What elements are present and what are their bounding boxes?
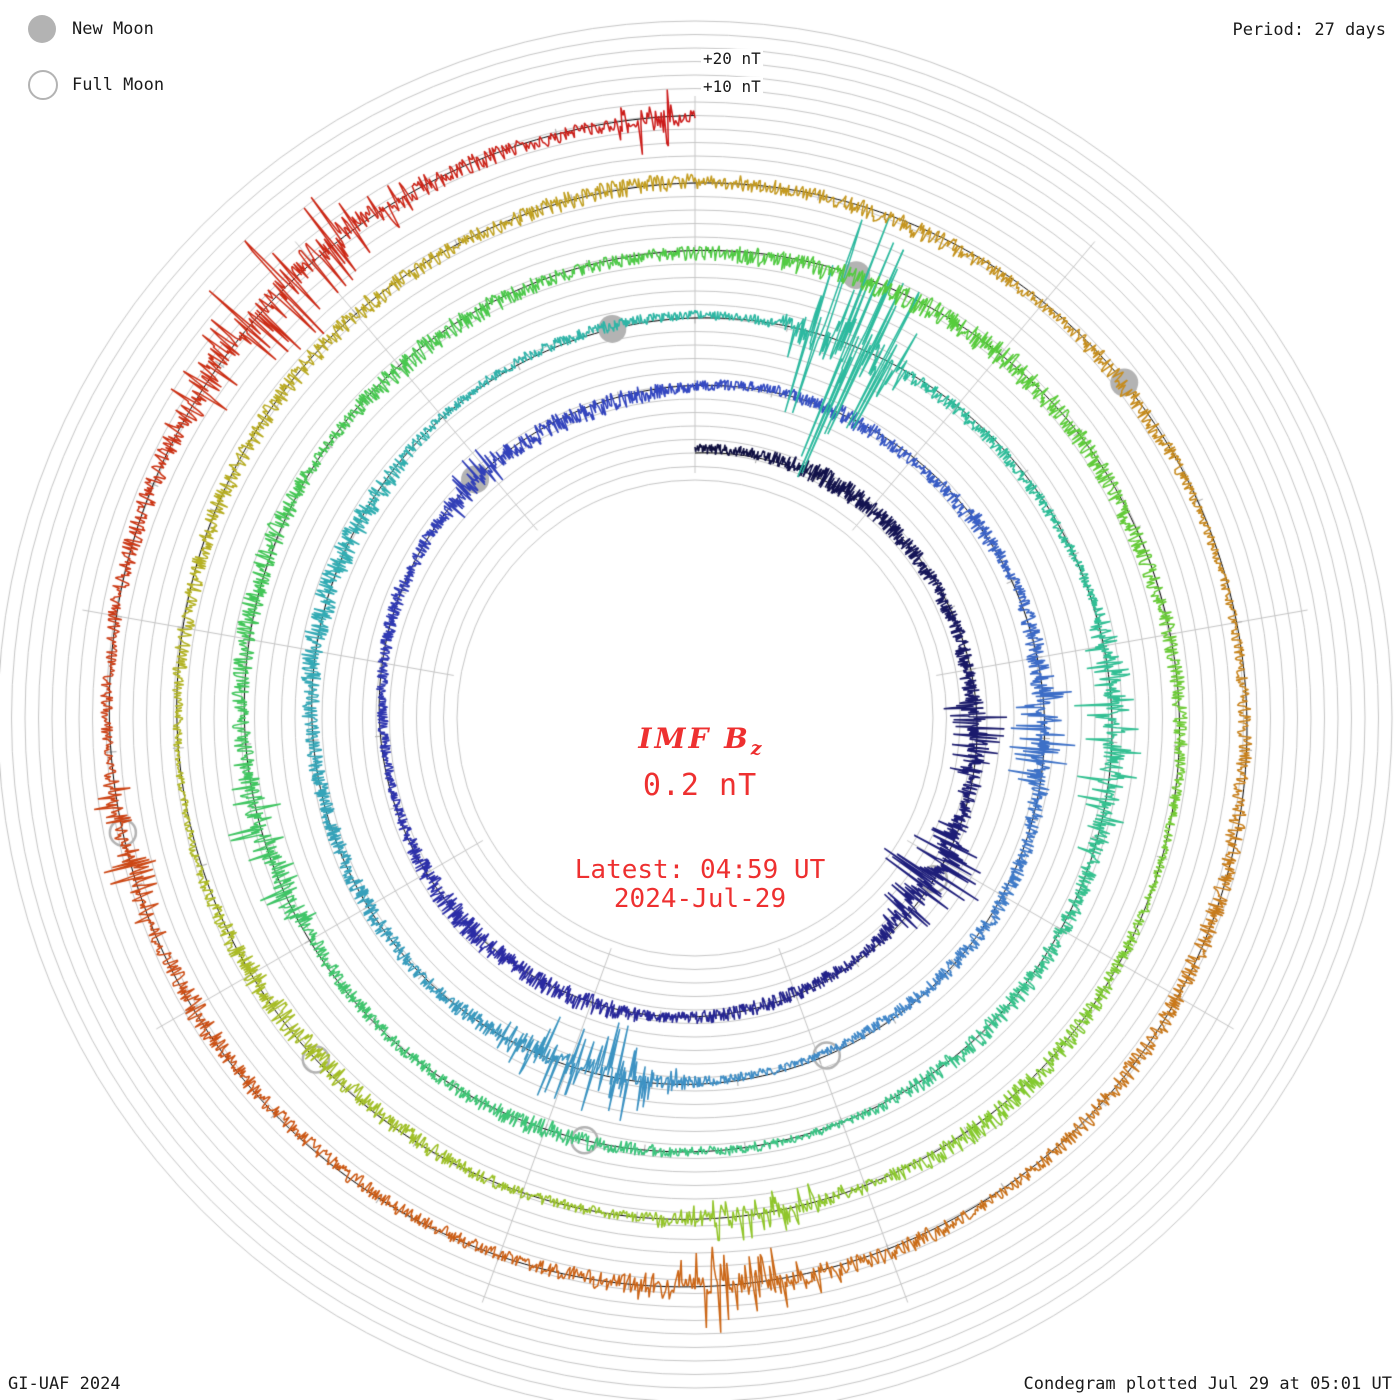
plot-title-subscript: z [750,737,762,760]
latest-date: 2024-Jul-29 [613,884,787,914]
period-label: Period: 27 days [1232,20,1386,40]
plot-title-main: IMF B [638,722,751,755]
full-moon-icon [28,70,58,100]
latest-value: 0.2 nT [642,768,758,803]
plotted-timestamp: Condegram plotted Jul 29 at 05:01 UT [1023,1374,1392,1394]
gridline-label-plus20: +20 nT [701,49,763,68]
plot-title: IMF Bz [495,722,905,760]
legend-new-moon-label: New Moon [72,19,154,39]
latest-time: Latest: 04:59 UT [574,855,826,885]
legend-full-moon-label: Full Moon [72,75,165,95]
credit-label: GI-UAF 2024 [8,1374,121,1394]
gridline-label-plus10: +10 nT [701,77,763,96]
new-moon-icon [28,15,56,43]
